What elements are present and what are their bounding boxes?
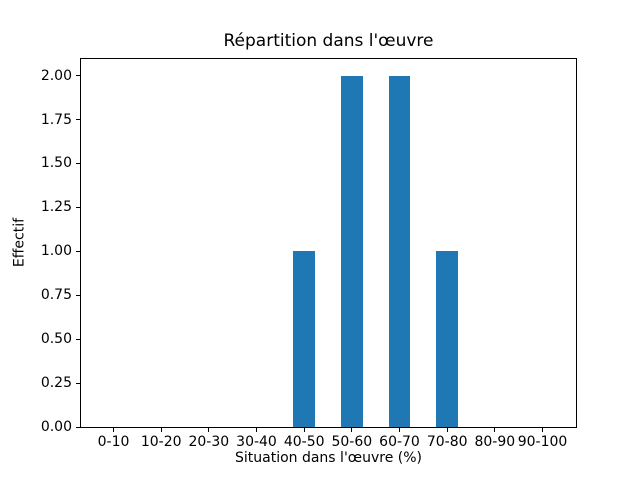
y-tick xyxy=(76,206,80,208)
x-tick xyxy=(303,428,305,432)
x-tick xyxy=(160,428,162,432)
y-tick-label: 0.25 xyxy=(40,375,72,392)
y-tick-label: 2.00 xyxy=(40,67,72,84)
x-tick xyxy=(494,428,496,432)
plot-area xyxy=(80,58,577,428)
x-tick xyxy=(399,428,400,432)
x-tick-label: 50-60 xyxy=(331,434,373,450)
x-tick-label: 80-90 xyxy=(474,434,516,450)
y-tick-label: 1.00 xyxy=(40,243,72,260)
x-tick xyxy=(208,428,210,432)
x-tick xyxy=(446,428,448,432)
x-tick xyxy=(256,428,257,432)
x-tick-label: 70-80 xyxy=(426,434,468,450)
x-tick-label: 60-70 xyxy=(379,434,420,450)
x-tick-label: 10-20 xyxy=(140,434,182,450)
x-tick xyxy=(351,428,353,432)
y-tick-label: 0.75 xyxy=(40,287,72,304)
x-tick xyxy=(113,428,114,432)
y-tick-label: 1.50 xyxy=(40,155,72,172)
y-tick xyxy=(76,338,80,340)
y-tick xyxy=(76,250,80,252)
y-tick xyxy=(76,75,80,77)
x-tick xyxy=(542,428,543,432)
x-tick-label: 40-50 xyxy=(283,434,325,450)
bar xyxy=(436,251,458,427)
y-tick-label: 0.50 xyxy=(40,331,72,348)
y-tick xyxy=(76,382,80,384)
y-tick xyxy=(76,119,80,120)
x-tick-label: 90-100 xyxy=(517,434,568,450)
x-axis-label: Situation dans l'œuvre (%) xyxy=(234,450,423,466)
chart-title: Répartition dans l'œuvre xyxy=(223,31,434,51)
bar xyxy=(341,75,363,427)
x-tick-label: 20-30 xyxy=(188,434,230,450)
y-tick-label: 1.75 xyxy=(40,111,72,128)
y-tick xyxy=(76,426,80,428)
y-tick xyxy=(76,162,80,164)
y-tick xyxy=(76,294,80,296)
bar xyxy=(388,75,411,427)
x-tick-label: 30-40 xyxy=(236,434,277,450)
y-tick-label: 0.00 xyxy=(40,419,72,435)
x-tick-label: 0-10 xyxy=(97,434,130,450)
y-tick-label: 1.25 xyxy=(40,199,72,216)
bar xyxy=(293,251,315,427)
